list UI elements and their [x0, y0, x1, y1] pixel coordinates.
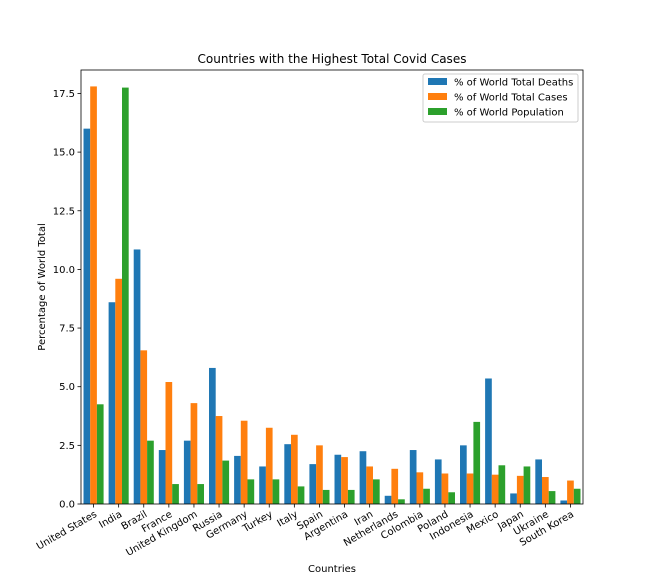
y-tick-label: 0.0 — [59, 500, 75, 511]
bar-3-spain — [322, 489, 330, 504]
bar-1-argentina — [334, 454, 342, 504]
bar-2-indonesia — [466, 473, 474, 504]
bar-1-south-korea — [560, 500, 568, 504]
bar-3-united-kingdom — [197, 484, 204, 504]
y-tick-label: 7.5 — [59, 324, 75, 335]
bar-2-turkey — [265, 427, 273, 504]
y-tick-label: 10.0 — [53, 265, 75, 276]
bar-2-france — [165, 382, 173, 504]
bar-1-italy — [284, 444, 291, 504]
bar-3-indonesia — [473, 421, 481, 504]
bar-2-poland — [441, 473, 449, 504]
bar-2-united-states — [90, 86, 97, 505]
bar-2-germany — [240, 420, 248, 504]
bar-3-poland — [448, 492, 455, 504]
plot-frame — [80, 69, 584, 505]
bar-3-argentina — [347, 489, 355, 504]
bar-2-iran — [366, 466, 373, 504]
bar-3-italy — [297, 486, 305, 504]
bar-2-india — [115, 278, 122, 504]
bars-group — [83, 86, 581, 505]
bar-3-germany — [247, 479, 255, 504]
chart-title: Countries with the Highest Total Covid C… — [198, 52, 467, 66]
bar-3-mexico — [498, 465, 506, 504]
bar-1-mexico — [485, 378, 492, 504]
bar-1-india — [108, 302, 116, 504]
bar-3-turkey — [272, 479, 280, 504]
y-tick-label: 5.0 — [59, 382, 75, 393]
bar-3-netherlands — [398, 499, 405, 504]
bar-1-netherlands — [384, 495, 392, 504]
legend-box — [422, 73, 579, 123]
bar-3-france — [172, 484, 179, 504]
bar-1-iran — [359, 451, 367, 504]
bar-1-france — [158, 450, 166, 504]
legend-label-2: % of World Total Cases — [454, 93, 568, 104]
legend-swatch-2 — [428, 93, 447, 100]
legend-label-3: % of World Population — [454, 108, 564, 119]
x-axis-label: Countries — [308, 564, 356, 575]
bar-2-united-kingdom — [190, 403, 198, 504]
legend: % of World Total Deaths % of World Total … — [422, 73, 579, 123]
bar-2-spain — [316, 445, 323, 504]
bar-2-brazil — [140, 350, 148, 504]
y-tick-label: 17.5 — [53, 89, 75, 100]
bar-3-iran — [373, 479, 380, 504]
bar-2-japan — [516, 475, 524, 504]
legend-label-1: % of World Total Deaths — [454, 78, 573, 89]
bar-3-ukraine — [548, 491, 556, 504]
bar-2-argentina — [341, 457, 348, 504]
bar-1-russia — [209, 367, 216, 504]
bar-1-united-kingdom — [183, 440, 191, 504]
bar-2-russia — [215, 416, 223, 504]
bar-1-turkey — [259, 466, 266, 504]
bar-3-united-states — [96, 404, 104, 504]
bar-2-italy — [291, 434, 298, 504]
bar-3-india — [122, 87, 129, 504]
bar-2-ukraine — [542, 477, 549, 504]
bar-1-poland — [434, 459, 442, 504]
y-tick-label: 12.5 — [53, 206, 75, 217]
bar-2-mexico — [491, 474, 499, 504]
bar-1-brazil — [133, 249, 141, 504]
bar-2-colombia — [416, 472, 424, 504]
bar-3-colombia — [423, 488, 430, 504]
bar-3-brazil — [147, 440, 154, 504]
legend-swatch-3 — [428, 108, 447, 115]
bar-1-spain — [309, 464, 317, 504]
bar-1-united-states — [83, 128, 91, 504]
bar-1-indonesia — [460, 445, 467, 504]
bar-3-japan — [523, 466, 531, 504]
bar-2-south-korea — [567, 480, 574, 504]
y-tick-label: 15.0 — [53, 148, 75, 159]
bar-1-ukraine — [535, 459, 542, 504]
bar-1-colombia — [409, 450, 417, 504]
bar-1-germany — [234, 455, 241, 504]
bar-3-russia — [222, 460, 230, 504]
y-axis: 0.0 2.5 5.0 7.5 10.0 12.5 15.0 17.5 — [53, 89, 81, 511]
bar-3-south-korea — [573, 488, 581, 504]
bar-2-netherlands — [391, 468, 399, 504]
legend-swatch-1 — [428, 78, 447, 85]
y-tick-label: 2.5 — [59, 441, 75, 452]
y-axis-label: Percentage of World Total — [37, 223, 48, 350]
bar-1-japan — [510, 493, 517, 504]
